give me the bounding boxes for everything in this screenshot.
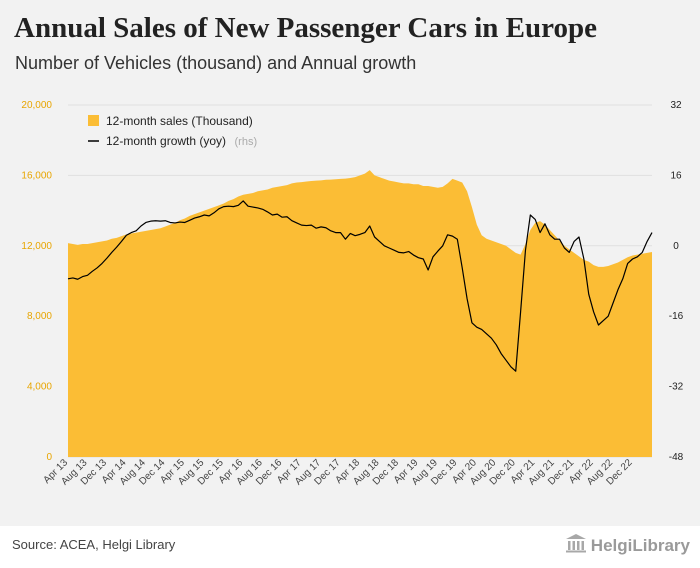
legend-label-sales: 12-month sales (Thousand) <box>106 114 253 128</box>
left-tick-label: 0 <box>46 452 52 463</box>
right-axis: -48 -32 -16 0 16 32 <box>669 100 684 463</box>
left-tick-label: 12,000 <box>21 241 52 252</box>
page-subtitle: Number of Vehicles (thousand) and Annual… <box>15 53 417 73</box>
right-tick-label: -16 <box>669 311 684 322</box>
source-note: Source: ACEA, Helgi Library <box>12 537 176 552</box>
helgi-library-logo: HelgiLibrary <box>565 533 690 558</box>
left-tick-label: 20,000 <box>21 100 52 111</box>
legend-label-growth: 12-month growth (yoy) (rhs) <box>106 132 257 149</box>
legend: 12-month sales (Thousand) 12-month growt… <box>88 114 257 149</box>
sales-area-layer <box>68 170 652 457</box>
chart: 0 4,000 8,000 12,000 16,000 20,000 -48 -32 -16 0… <box>21 100 684 488</box>
left-tick-label: 8,000 <box>27 311 52 322</box>
legend-label-growth-name: 12-month growth (yoy) <box>106 134 226 148</box>
library-building-icon <box>565 533 587 558</box>
left-axis: 0 4,000 8,000 12,000 16,000 20,000 <box>21 100 52 463</box>
right-tick-label: -48 <box>669 452 684 463</box>
growth-line <box>67 200 653 372</box>
left-tick-label: 4,000 <box>27 382 52 393</box>
left-tick-label: 16,000 <box>21 170 52 181</box>
right-tick-label: 32 <box>670 100 682 111</box>
footer: Source: ACEA, Helgi Library HelgiLibrary <box>0 526 700 568</box>
legend-swatch-sales <box>88 115 99 126</box>
chart-area: 0 4,000 8,000 12,000 16,000 20,000 -48 -32 -16 0… <box>0 86 700 526</box>
legend-label-growth-suffix: (rhs) <box>235 136 258 148</box>
logo-text: HelgiLibrary <box>590 535 690 555</box>
right-tick-label: 16 <box>670 170 682 181</box>
growth-line-layer <box>67 200 653 372</box>
right-tick-label: -32 <box>669 382 684 393</box>
page-title: Annual Sales of New Passenger Cars in Eu… <box>14 12 598 44</box>
right-tick-label: 0 <box>673 241 679 252</box>
header: Annual Sales of New Passenger Cars in Eu… <box>0 0 700 86</box>
sales-area <box>68 170 652 457</box>
